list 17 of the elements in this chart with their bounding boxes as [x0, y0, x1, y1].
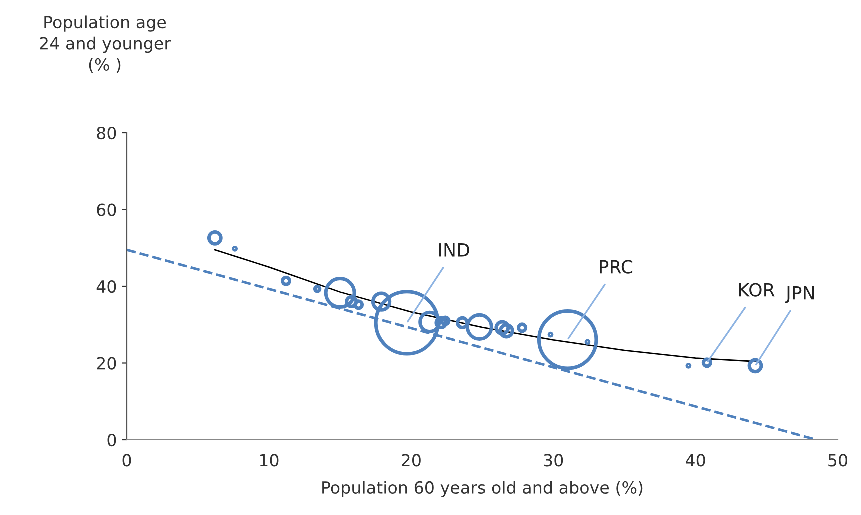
annotation: IND [439, 244, 470, 257]
y-tick-label: 60 [97, 204, 116, 216]
annotation: KOR [740, 283, 775, 297]
y-axis-title: Population age 24 and younger (% ) [40, 16, 172, 73]
x-axis-title: Population 60 years old and above (%) [322, 481, 643, 498]
x-tick-label: 40 [686, 454, 706, 467]
x-tick-label: 0 [122, 454, 132, 467]
y-tick-label: 20 [97, 357, 116, 370]
y-tick-label: 80 [97, 126, 116, 140]
x-tick-label: 10 [260, 454, 279, 467]
annotation: PRC [600, 260, 633, 274]
x-tick-label: 30 [544, 454, 564, 467]
y-tick-label: 0 [108, 434, 116, 447]
x-tick-label: 20 [402, 454, 421, 467]
x-tick-label: 50 [828, 454, 848, 467]
annotation: JPN [785, 286, 814, 304]
y-tick-label: 40 [96, 280, 116, 294]
